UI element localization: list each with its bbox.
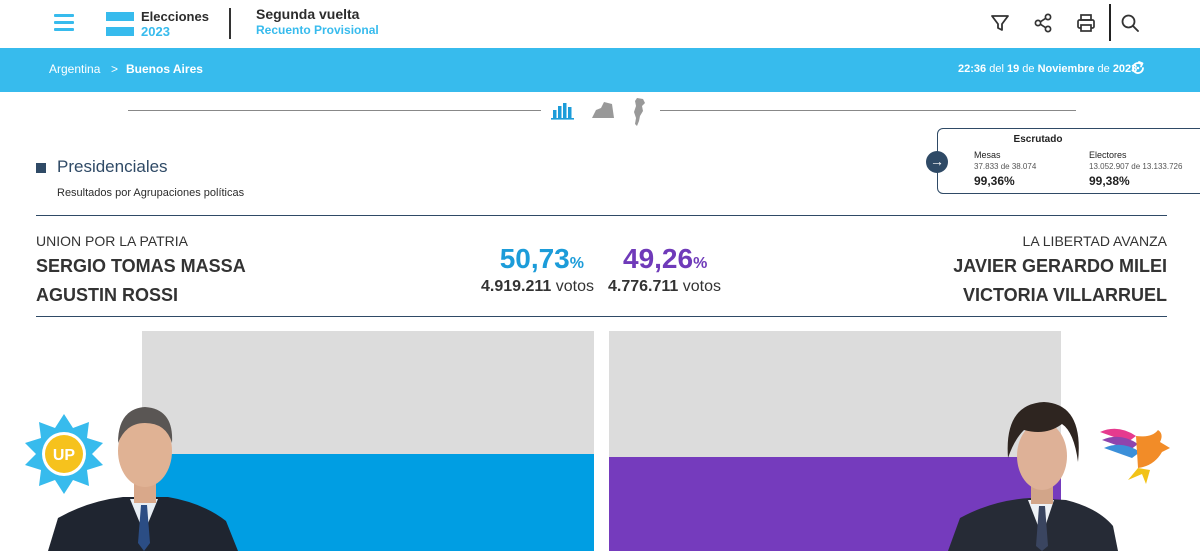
percent-left: 50,73% <box>500 243 584 275</box>
toolbar-divider <box>1109 4 1111 41</box>
header-divider <box>229 8 231 39</box>
timestamp-mid: de <box>1022 63 1035 75</box>
mesas-percent: 99,36% <box>974 174 1015 188</box>
votes-unit-right: votos <box>682 278 721 295</box>
timestamp-mid2: de <box>1097 63 1110 75</box>
votes-count-left: 4.919.211 <box>481 278 552 295</box>
filter-icon[interactable] <box>989 12 1011 34</box>
bar-track-left <box>142 331 594 551</box>
mesas-detail: 37.833 de 38.074 <box>974 162 1037 171</box>
party-name-right: LA LIBERTAD AVANZA <box>1022 233 1167 249</box>
up-logo-text: UP <box>53 447 76 464</box>
scrutiny-title: Escrutado <box>1013 134 1063 145</box>
round-title: Segunda vuelta <box>256 6 360 22</box>
president-name-left: SERGIO TOMAS MASSA <box>36 256 246 276</box>
share-icon[interactable] <box>1032 12 1054 34</box>
percent-value-right: 49,26 <box>623 243 694 274</box>
view-switch-line-left <box>128 110 541 111</box>
map-region-icon[interactable] <box>590 100 616 120</box>
brand-title: Elecciones <box>141 9 209 24</box>
search-icon[interactable] <box>1119 12 1141 34</box>
section-subtitle: Resultados por Agrupaciones políticas <box>57 187 245 199</box>
milei-portrait <box>948 402 1118 551</box>
update-timestamp: 22:36 del 19 de Noviembre de 2023 <box>958 63 1137 75</box>
scrutiny-box: Escrutado → Mesas 37.833 de 38.074 99,36… <box>926 128 1200 194</box>
top-bar: Elecciones 2023 Segunda vuelta Recuento … <box>0 0 1200 48</box>
up-party-logo: UP <box>25 414 103 494</box>
percent-symbol-right: % <box>693 255 708 272</box>
arrow-right-icon[interactable]: → <box>926 151 948 173</box>
timestamp-day: 19 <box>1006 63 1020 75</box>
bar-chart-icon[interactable] <box>551 100 575 120</box>
electores-detail: 13.052.907 de 13.133.726 <box>1089 162 1183 171</box>
timestamp-year: 2023 <box>1112 63 1138 75</box>
votes-right: 4.776.711 votos <box>608 278 721 296</box>
timestamp-month: Noviembre <box>1037 63 1095 75</box>
votes-unit-left: votos <box>555 278 594 295</box>
percent-value-left: 50,73 <box>499 243 570 274</box>
breadcrumb-bar: Argentina > Buenos Aires 22:36 del 19 de… <box>0 48 1200 92</box>
mesas-label: Mesas <box>974 150 1001 160</box>
breadcrumb-item-buenos-aires[interactable]: Buenos Aires <box>126 62 203 76</box>
electores-percent: 99,38% <box>1089 174 1130 188</box>
percent-right: 49,26% <box>623 243 707 275</box>
view-switch-line-right <box>660 110 1076 111</box>
electores-label: Electores <box>1089 150 1127 160</box>
vice-name-left: AGUSTIN ROSSI <box>36 285 179 305</box>
party-name-left: UNION POR LA PATRIA <box>36 233 188 249</box>
president-name-right: JAVIER GERARDO MILEI <box>953 256 1167 276</box>
breadcrumb-item-argentina[interactable]: Argentina <box>49 62 101 76</box>
refresh-icon[interactable] <box>1130 60 1146 76</box>
section-marker <box>36 163 46 173</box>
votes-left: 4.919.211 votos <box>481 278 594 296</box>
brand-year: 2023 <box>141 24 170 39</box>
timestamp-time: 22:36 <box>958 63 987 75</box>
massa-portrait <box>48 407 238 551</box>
divider-bottom <box>36 316 1167 317</box>
flag-logo-icon <box>106 12 134 36</box>
menu-icon[interactable] <box>54 14 74 32</box>
round-subtitle: Recuento Provisional <box>256 23 379 37</box>
votes-count-right: 4.776.711 <box>608 278 679 295</box>
divider-top <box>36 215 1167 216</box>
lla-party-logo <box>1100 428 1170 484</box>
print-icon[interactable] <box>1075 12 1097 34</box>
timestamp-prefix: del <box>989 63 1004 75</box>
vice-name-right: VICTORIA VILLARRUEL <box>962 285 1167 305</box>
breadcrumb-separator: > <box>111 62 119 76</box>
argentina-map-icon[interactable] <box>630 97 648 127</box>
section-title: Presidenciales <box>57 157 168 176</box>
percent-symbol-left: % <box>569 255 584 272</box>
